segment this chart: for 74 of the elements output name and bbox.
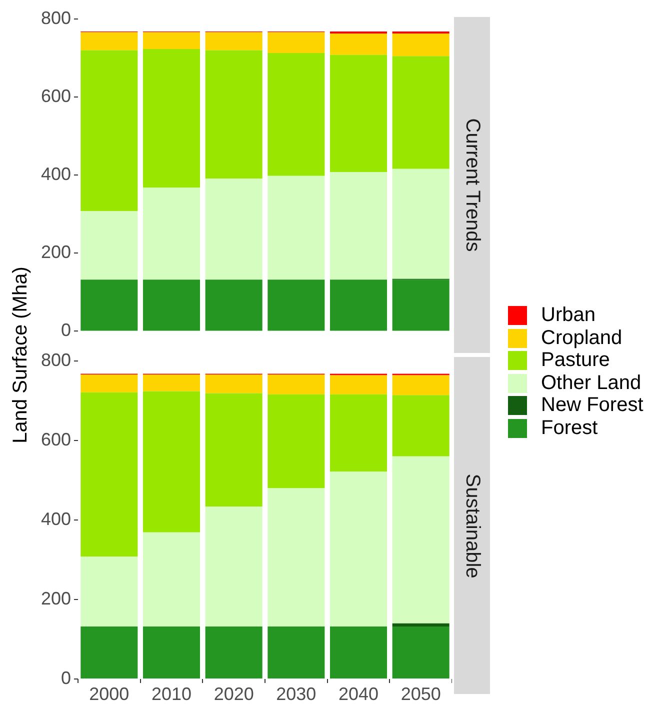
bar: [80, 556, 138, 627]
y-axis-title: Land Surface (Mha): [10, 266, 32, 444]
bar: [392, 626, 450, 678]
legend-label: Cropland: [541, 326, 622, 350]
bar: [205, 32, 262, 50]
y-tick-label: 400: [40, 164, 71, 184]
bar: [392, 623, 450, 627]
bar: [392, 33, 450, 56]
bar: [142, 374, 200, 392]
bar: [142, 280, 200, 331]
legend-label: Forest: [541, 416, 598, 440]
bar: [80, 32, 138, 50]
bar: [142, 188, 200, 280]
bar: [80, 280, 138, 331]
bar: [142, 49, 200, 188]
bar: [392, 168, 450, 279]
y-tick-label: 200: [40, 242, 71, 262]
bar: [268, 280, 325, 331]
bar: [205, 50, 262, 179]
bar: [330, 394, 388, 472]
y-tick-label: 400: [40, 508, 71, 529]
bar: [392, 280, 450, 331]
bar: [268, 176, 325, 280]
bar: [205, 374, 262, 394]
bar: [268, 626, 325, 678]
y-tick-label: 800: [40, 8, 71, 28]
bar: [142, 391, 200, 532]
bar: [205, 506, 262, 627]
y-tick-label: 200: [40, 588, 71, 608]
x-tick-label: 2000: [89, 684, 130, 704]
text: Sustainable: [460, 473, 484, 578]
bar: [80, 626, 138, 678]
bar: [205, 280, 262, 331]
y-tick-label: 0: [60, 668, 71, 688]
legend-label: New Forest: [541, 394, 644, 418]
bar: [205, 393, 262, 506]
bar: [392, 375, 450, 396]
bar: [330, 472, 388, 627]
bar: [330, 626, 388, 678]
bar: [142, 532, 200, 627]
bar: [268, 374, 325, 394]
y-tick-label: 800: [40, 350, 71, 370]
bar: [80, 211, 138, 280]
bar: [392, 56, 450, 169]
bar: [80, 374, 138, 392]
bar: [330, 54, 388, 172]
bar: [205, 626, 262, 678]
bar: [330, 33, 388, 55]
bar: [330, 375, 388, 394]
bar: [142, 32, 200, 50]
bar: [330, 172, 388, 280]
bar: [330, 280, 388, 331]
bar: [268, 488, 325, 627]
bar: [80, 50, 138, 212]
x-tick-label: 2020: [214, 684, 254, 704]
y-tick-label: 600: [40, 429, 71, 450]
x-tick-label: 2040: [338, 684, 379, 704]
bar: [142, 626, 200, 678]
bar: [205, 178, 262, 280]
x-tick-label: 2030: [276, 684, 316, 704]
bar: [392, 456, 450, 624]
legend-label: Other Land: [541, 372, 642, 395]
y-tick-label: 0: [60, 320, 71, 340]
bar: [80, 392, 138, 557]
legend-label: Pasture: [541, 349, 610, 372]
bar: [392, 395, 450, 456]
legend-label: Urban: [541, 304, 596, 328]
x-tick-label: 2010: [151, 684, 192, 704]
bar: [268, 394, 325, 488]
y-tick-label: 600: [40, 86, 71, 106]
text: Current Trends: [460, 118, 484, 252]
x-tick-label: 2050: [400, 684, 441, 704]
bar: [268, 52, 325, 176]
bar: [268, 32, 325, 53]
